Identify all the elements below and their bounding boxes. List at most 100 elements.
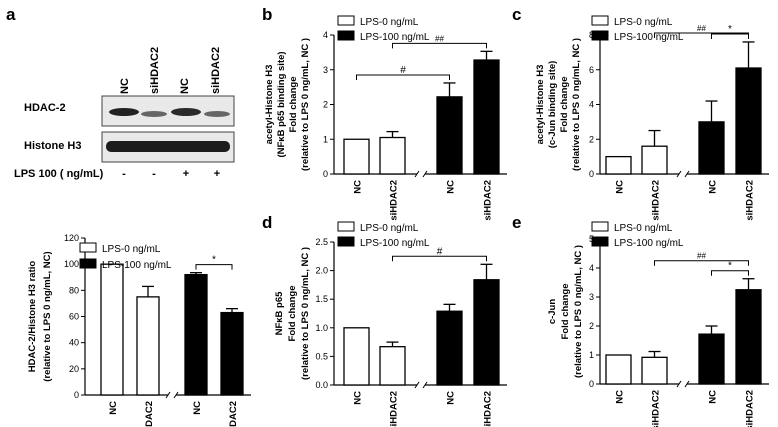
legend-label: LPS-0 ng/mL xyxy=(360,17,419,28)
bar xyxy=(100,263,124,396)
bar xyxy=(641,145,668,175)
y-tick-label: 4 xyxy=(589,100,594,110)
axis-break-mark xyxy=(684,380,690,388)
y-tick-label: 0 xyxy=(323,169,328,179)
bar xyxy=(343,327,370,386)
axis-break-mark xyxy=(173,391,179,399)
y-tick-label: 80 xyxy=(69,285,79,295)
y-tick-label: 0.0 xyxy=(315,380,328,390)
x-tick-label: siHDAC2 xyxy=(389,391,400,427)
panel-letter-e: e xyxy=(512,213,521,232)
blot-band xyxy=(106,141,230,152)
blot-band xyxy=(171,108,201,116)
y-tick-label: 40 xyxy=(69,338,79,348)
legend-label: LPS-0 ng/mL xyxy=(360,223,419,234)
legend-swatch xyxy=(337,15,355,26)
legend-swatch xyxy=(79,242,97,253)
legend-label: LPS-0 ng/mL xyxy=(614,223,673,234)
axis-break xyxy=(168,392,176,398)
x-tick-label: NC xyxy=(708,180,719,194)
significance-bracket xyxy=(711,270,749,276)
y-tick-label: 120 xyxy=(64,233,79,243)
legend-swatch xyxy=(591,30,609,41)
y-axis-label: Fold change xyxy=(287,286,298,342)
bar xyxy=(436,96,463,175)
x-tick-label: NC xyxy=(446,180,457,194)
x-tick-label: NC xyxy=(446,391,457,405)
x-tick-label: NC xyxy=(615,390,626,404)
panel-letter-b: b xyxy=(262,5,272,24)
legend-label: LPS-0 ng/mL xyxy=(614,17,673,28)
significance-label: # xyxy=(437,246,443,257)
significance-bracket xyxy=(654,260,749,266)
axis-break-mark xyxy=(676,380,682,388)
legend-swatch xyxy=(337,236,355,247)
panel-letter-c: c xyxy=(512,5,521,24)
chart-b: 0 1 2 3 4 acetyl-Histone H3 (NFκB p65 binding … xyxy=(264,15,507,221)
bar xyxy=(343,138,370,175)
bar xyxy=(473,59,500,175)
legend-swatch xyxy=(591,236,609,247)
blot-lane-label-2: siHDAC2 xyxy=(149,47,161,94)
axis-break-mark xyxy=(422,381,428,389)
x-tick-label: siHDAC2 xyxy=(389,180,400,221)
y-axis-label: NFκB p65 xyxy=(274,291,285,336)
y-axis-label: acetyl-Histone H3 xyxy=(264,65,275,145)
y-tick-label: 0.5 xyxy=(315,351,328,361)
x-tick-label: siHDAC2 xyxy=(144,401,155,427)
y-axis-label: (relative to LPS 0 ng/mL, NC ) xyxy=(571,38,582,171)
x-tick-label: NC xyxy=(353,391,364,405)
significance-label: ## xyxy=(697,252,706,261)
y-axis-label: (relative to LPS 0 ng/mL, NC ) xyxy=(300,38,311,171)
significance-label: ## xyxy=(697,24,706,33)
legend-swatch xyxy=(79,258,97,269)
y-tick-label: 2.5 xyxy=(315,237,328,247)
legend-label: LPS-100 ng/mL xyxy=(360,238,430,249)
y-tick-label: 0 xyxy=(589,169,594,179)
blot-lps-label: LPS 100 ( ng/mL) xyxy=(14,168,104,180)
bar xyxy=(605,354,632,385)
bar xyxy=(379,346,406,386)
x-tick-label: NC xyxy=(108,401,119,415)
x-tick-label: siHDAC2 xyxy=(651,390,662,427)
blot-row-label-histone: Histone H3 xyxy=(24,140,81,152)
significance-label: * xyxy=(728,24,732,35)
y-axis-label: (NFκB p65 binding site) xyxy=(276,51,287,157)
panel-letter-d: d xyxy=(262,213,272,232)
y-axis-label: Fold change xyxy=(560,284,571,340)
significance-bracket xyxy=(654,32,749,38)
blot-lps-mark-1: - xyxy=(122,168,126,180)
y-tick-label: 5 xyxy=(589,234,594,244)
legend-label: LPS-100 ng/mL xyxy=(614,238,684,249)
y-tick-label: 1 xyxy=(323,134,328,144)
legend-swatch xyxy=(337,221,355,232)
blot-lane-label-4: siHDAC2 xyxy=(210,47,222,94)
chart-d: 0.0 0.5 1.0 1.5 2.0 2.5 NFκB p65 Fold change (re… xyxy=(274,221,507,427)
blot-band xyxy=(204,111,230,117)
blot-lane-label-3: NC xyxy=(179,78,191,94)
panel-letter-a: a xyxy=(6,5,16,24)
x-tick-label: NC xyxy=(192,401,203,415)
bar xyxy=(735,289,762,385)
y-tick-label: 4 xyxy=(589,263,594,273)
x-tick-label: siHDAC2 xyxy=(745,390,756,427)
x-tick-label: NC xyxy=(353,180,364,194)
bar xyxy=(605,155,632,175)
bar xyxy=(220,311,244,396)
x-tick-label: siHDAC2 xyxy=(483,180,494,221)
y-axis-label: Fold change xyxy=(559,77,570,133)
y-axis-label: HDAC-2/Histone H3 ratio xyxy=(27,261,38,373)
y-tick-label: 0 xyxy=(74,390,79,400)
legend-swatch xyxy=(337,30,355,41)
axis-break xyxy=(417,171,425,177)
chart-a: 0 20 40 60 80 100 120 HDAC-2/Histone H3 ratio (r… xyxy=(27,233,251,427)
y-tick-label: 60 xyxy=(69,312,79,322)
x-tick-label: siHDAC2 xyxy=(228,401,239,427)
y-axis-label: Fold change xyxy=(288,77,299,133)
axis-break xyxy=(679,171,687,177)
y-tick-label: 2 xyxy=(589,134,594,144)
bar xyxy=(698,333,725,385)
axis-break xyxy=(417,382,425,388)
legend-label: LPS-100 ng/mL xyxy=(614,32,684,43)
